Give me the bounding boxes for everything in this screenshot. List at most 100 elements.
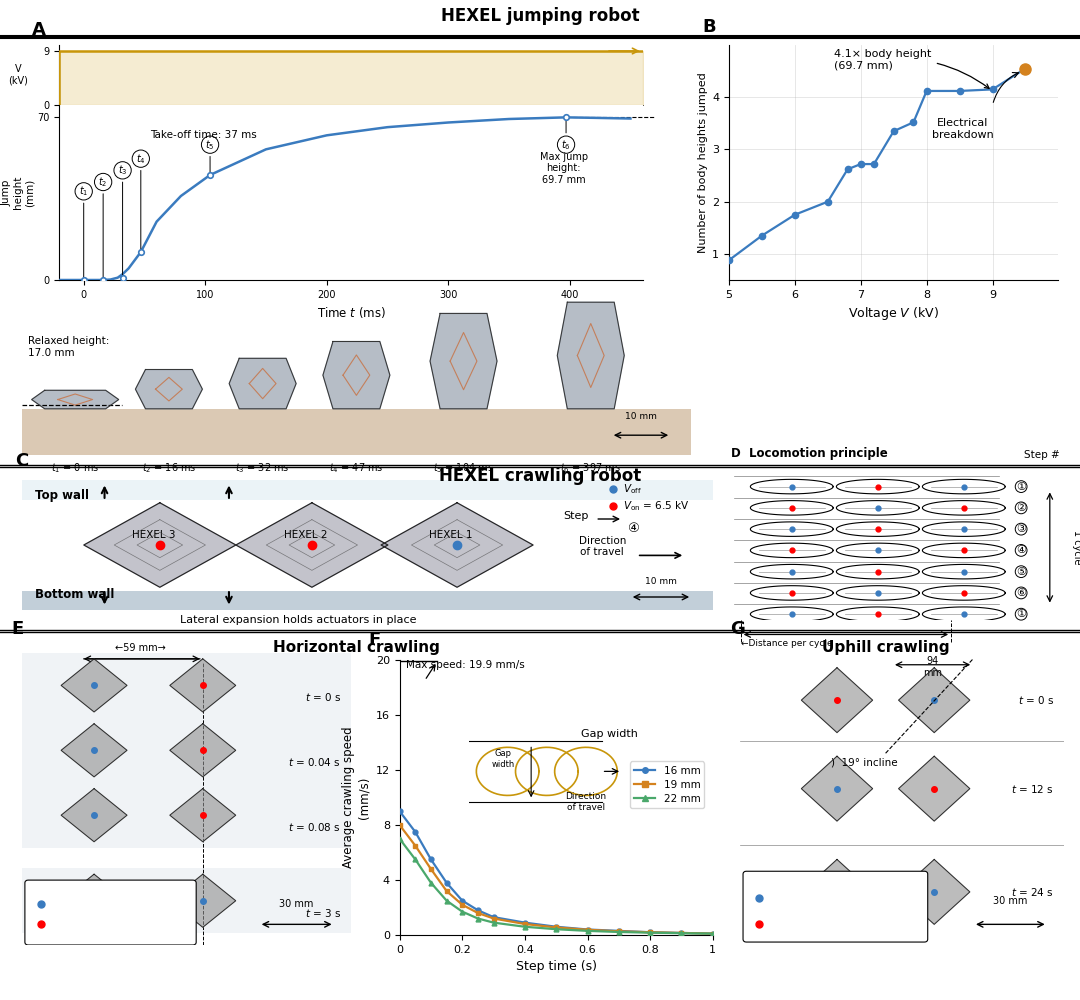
Text: HEXEL crawling robot: HEXEL crawling robot — [438, 467, 642, 485]
22 mm — [612, 926, 625, 938]
Text: $V_\mathrm{on}$ = 6.5 kV: $V_\mathrm{on}$ = 6.5 kV — [775, 917, 842, 931]
Polygon shape — [899, 668, 970, 733]
Text: $t$ = 24 s: $t$ = 24 s — [1011, 886, 1054, 898]
Text: Max speed: 19.9 mm/s: Max speed: 19.9 mm/s — [406, 660, 525, 670]
Polygon shape — [751, 543, 833, 558]
19 mm — [706, 928, 719, 940]
22 mm — [706, 928, 719, 940]
Line: 19 mm: 19 mm — [397, 823, 715, 936]
16 mm — [550, 921, 563, 933]
16 mm — [471, 904, 484, 916]
Polygon shape — [836, 543, 919, 558]
19 mm — [424, 863, 437, 875]
19 mm — [550, 921, 563, 933]
Polygon shape — [922, 607, 1005, 621]
Text: $t$ = 0.08 s: $t$ = 0.08 s — [288, 821, 341, 833]
Text: 94
mm: 94 mm — [923, 656, 942, 678]
Text: ④: ④ — [627, 522, 639, 535]
22 mm — [581, 925, 594, 937]
Text: $t$ = 3 s: $t$ = 3 s — [305, 907, 341, 919]
Polygon shape — [801, 859, 873, 924]
Text: $t_4$ = 47 ms: $t_4$ = 47 ms — [329, 462, 383, 475]
16 mm — [456, 895, 469, 907]
Text: D  Locomotion principle: D Locomotion principle — [731, 448, 888, 460]
Polygon shape — [557, 302, 624, 409]
Polygon shape — [229, 358, 296, 409]
Text: Top wall: Top wall — [36, 489, 90, 502]
Y-axis label: Average crawling speed
(mm/s): Average crawling speed (mm/s) — [342, 727, 370, 868]
Y-axis label: Jump
height
(mm): Jump height (mm) — [1, 176, 35, 209]
Text: $t_1$ = 0 ms: $t_1$ = 0 ms — [51, 462, 99, 475]
Text: ←59 mm→: ←59 mm→ — [114, 643, 165, 653]
Text: $V_\mathrm{off}$: $V_\mathrm{off}$ — [54, 897, 73, 911]
19 mm — [644, 926, 657, 938]
Polygon shape — [922, 522, 1005, 536]
Text: $t$ = 0 s: $t$ = 0 s — [305, 691, 341, 703]
Text: $t$ = 0.04 s: $t$ = 0.04 s — [288, 756, 341, 768]
Text: HEXEL 2: HEXEL 2 — [284, 530, 327, 540]
Text: 30 mm: 30 mm — [994, 896, 1027, 906]
Polygon shape — [170, 874, 235, 927]
Line: 16 mm: 16 mm — [397, 809, 715, 936]
Polygon shape — [62, 874, 127, 927]
Polygon shape — [170, 724, 235, 777]
22 mm — [675, 927, 688, 939]
19 mm — [487, 912, 500, 924]
19 mm — [393, 819, 406, 831]
Y-axis label: V
(kV): V (kV) — [9, 64, 28, 86]
Text: $t_2$ = 16 ms: $t_2$ = 16 ms — [141, 462, 197, 475]
19 mm — [612, 925, 625, 937]
Text: Lateral expansion holds actuators in place: Lateral expansion holds actuators in pla… — [180, 615, 416, 625]
22 mm — [487, 917, 500, 929]
Bar — [22, 653, 351, 718]
Polygon shape — [31, 390, 119, 409]
Polygon shape — [836, 522, 919, 536]
Polygon shape — [801, 756, 873, 821]
22 mm — [408, 853, 421, 865]
19 mm — [518, 918, 531, 930]
Text: ⑤: ⑤ — [1016, 567, 1026, 577]
Polygon shape — [922, 543, 1005, 558]
16 mm — [487, 911, 500, 923]
Text: 10 mm: 10 mm — [645, 577, 677, 586]
Text: $t_6$ = 397 ms: $t_6$ = 397 ms — [561, 462, 621, 475]
22 mm — [471, 912, 484, 924]
Text: B: B — [702, 18, 716, 36]
Text: $t$ = 12 s: $t$ = 12 s — [1011, 783, 1054, 795]
X-axis label: Step time (s): Step time (s) — [516, 960, 597, 973]
Bar — [22, 590, 713, 610]
Text: $t_1$: $t_1$ — [79, 184, 89, 277]
Text: Max jump
height:
69.7 mm: Max jump height: 69.7 mm — [540, 152, 588, 185]
Bar — [22, 783, 351, 848]
Text: Direction
of travel: Direction of travel — [579, 536, 626, 557]
16 mm — [408, 826, 421, 838]
19 mm — [441, 885, 454, 897]
Text: $t_6$: $t_6$ — [562, 120, 571, 152]
22 mm — [644, 927, 657, 939]
Text: $t_5$: $t_5$ — [205, 138, 215, 172]
Polygon shape — [751, 564, 833, 579]
Text: Relaxed height:
17.0 mm: Relaxed height: 17.0 mm — [28, 336, 110, 358]
Text: Gap width: Gap width — [581, 729, 638, 739]
22 mm — [456, 906, 469, 918]
Polygon shape — [84, 503, 235, 587]
Polygon shape — [323, 341, 390, 409]
Polygon shape — [922, 564, 1005, 579]
FancyBboxPatch shape — [743, 871, 928, 942]
16 mm — [706, 928, 719, 940]
X-axis label: Voltage $V$ (kV): Voltage $V$ (kV) — [848, 305, 940, 322]
19 mm — [471, 907, 484, 919]
19 mm — [581, 924, 594, 936]
Polygon shape — [170, 659, 235, 712]
Bar — [22, 718, 351, 783]
22 mm — [518, 921, 531, 933]
Text: ①: ① — [1016, 482, 1026, 492]
Polygon shape — [801, 668, 873, 733]
Text: Horizontal crawling: Horizontal crawling — [273, 640, 440, 655]
19 mm — [456, 899, 469, 911]
16 mm — [581, 924, 594, 936]
Polygon shape — [836, 564, 919, 579]
Text: G: G — [730, 620, 745, 638]
16 mm — [518, 917, 531, 929]
Polygon shape — [751, 607, 833, 621]
